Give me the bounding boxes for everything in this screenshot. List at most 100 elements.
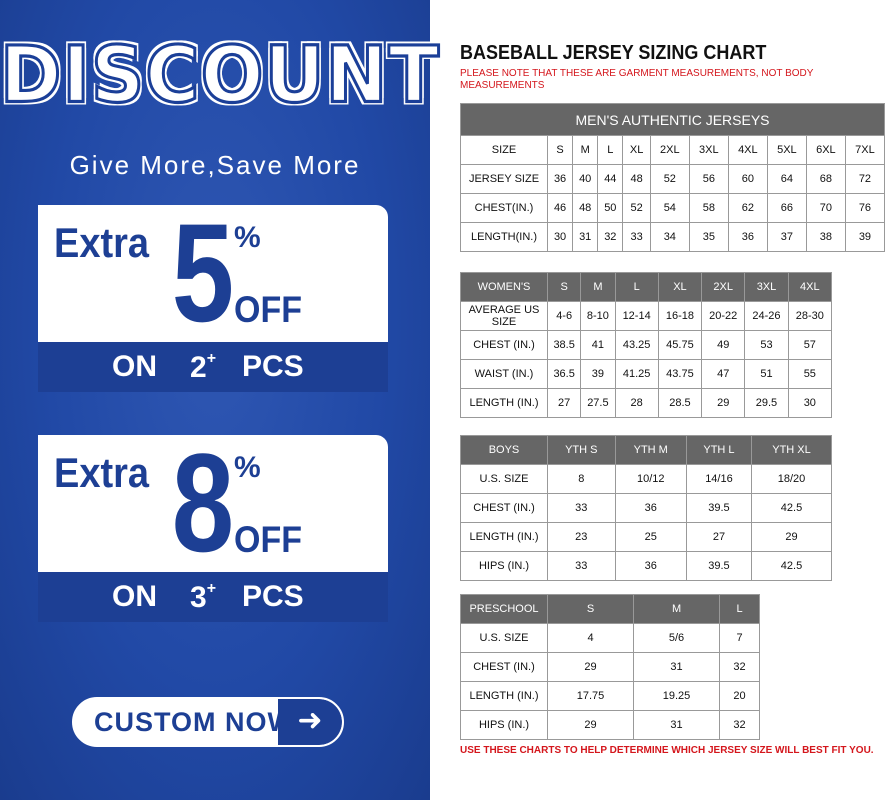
table-cell: 28-30 bbox=[787, 301, 833, 331]
table-cell: 43.25 bbox=[614, 330, 659, 360]
size-column-header: XL bbox=[657, 272, 703, 302]
row-label: LENGTH (IN.) bbox=[460, 681, 548, 711]
table-cell: 25 bbox=[614, 522, 687, 552]
table-cell: 32 bbox=[719, 710, 760, 740]
table-cell: 36 bbox=[546, 164, 574, 194]
table-cell: 29 bbox=[546, 710, 635, 740]
promo-tagline: Give More,Save More bbox=[69, 150, 361, 180]
offer-off: OFF bbox=[234, 289, 302, 331]
table-cell: 66 bbox=[766, 193, 807, 223]
size-column-header: 7XL bbox=[844, 135, 886, 165]
row-label-header: BOYS bbox=[460, 435, 548, 465]
table-row: CHEST (IN.) 29 31 32 bbox=[460, 652, 760, 682]
preschool-size-table: PRESCHOOL S M L U.S. SIZE 4 5/6 7 CHEST (IN.) 29 3… bbox=[460, 594, 760, 740]
offer-off: OFF bbox=[234, 519, 302, 561]
table-row: U.S. SIZE 4 5/6 7 bbox=[460, 623, 760, 653]
table-cell: 33 bbox=[622, 222, 651, 252]
offer-plus: + bbox=[206, 349, 217, 367]
boys-size-table: BOYS YTH S YTH M YTH L YTH XL U.S. SIZE 8 10/12… bbox=[460, 435, 832, 581]
offer-pcs: PCS bbox=[242, 350, 304, 383]
table-cell: 51 bbox=[744, 359, 789, 389]
table-cell: 49 bbox=[701, 330, 746, 360]
chart-note: PLEASE NOTE THAT THESE ARE GARMENT MEASU… bbox=[460, 68, 814, 91]
size-column-header: S bbox=[546, 272, 582, 302]
table-cell: 27.5 bbox=[580, 388, 616, 418]
table-cell: 62 bbox=[727, 193, 768, 223]
table-cell: 30 bbox=[546, 222, 574, 252]
table-cell: 33 bbox=[547, 551, 616, 581]
table-cell: 60 bbox=[727, 164, 768, 194]
womens-size-table: WOMEN'S S M L XL 2XL 3XL 4XL AVERAGE US SIZE 4-6 8… bbox=[460, 272, 833, 418]
table-cell: 41 bbox=[580, 330, 616, 360]
offer-qty-value: 3 bbox=[190, 580, 207, 614]
row-label-header: WOMEN'S bbox=[460, 272, 548, 302]
table-cell: 4-6 bbox=[546, 301, 582, 331]
table-row: CHEST (IN.) 33 36 39.5 42.5 bbox=[460, 493, 832, 523]
table-cell: 46 bbox=[546, 193, 574, 223]
table-cell: 52 bbox=[649, 164, 690, 194]
table-header-row: PRESCHOOL S M L bbox=[460, 594, 760, 624]
table-cell: 19.25 bbox=[633, 681, 721, 711]
size-column-header: 2XL bbox=[701, 272, 746, 302]
table-row: LENGTH (IN.) 17.75 19.25 20 bbox=[460, 681, 760, 711]
size-column-header: L bbox=[614, 272, 659, 302]
row-label: JERSEY SIZE bbox=[460, 164, 548, 194]
table-cell: 29 bbox=[546, 652, 635, 682]
table-cell: 36 bbox=[614, 493, 687, 523]
table-row: LENGTH (IN.) 23 25 27 29 bbox=[460, 522, 832, 552]
offer-band: ON 3+ PCS bbox=[38, 572, 388, 622]
table-cell: 47 bbox=[701, 359, 746, 389]
table-cell: 55 bbox=[787, 359, 833, 389]
row-label: AVERAGE US SIZE bbox=[460, 301, 548, 331]
table-cell: 33 bbox=[547, 493, 616, 523]
table-cell: 8 bbox=[547, 464, 616, 494]
table-caption: MEN'S AUTHENTIC JERSEYS bbox=[460, 103, 885, 136]
table-cell: 42.5 bbox=[751, 551, 832, 581]
table-cell: 14/16 bbox=[685, 464, 753, 494]
size-column-header: M bbox=[580, 272, 616, 302]
offer-extra: Extra bbox=[54, 220, 150, 268]
size-column-header: 2XL bbox=[649, 135, 690, 165]
table-cell: 28.5 bbox=[657, 388, 703, 418]
row-label: U.S. SIZE bbox=[460, 464, 548, 494]
table-cell: 42.5 bbox=[751, 493, 832, 523]
table-cell: 7 bbox=[719, 623, 760, 653]
size-column-header: 4XL bbox=[727, 135, 768, 165]
size-column-header: 3XL bbox=[744, 272, 789, 302]
table-header-row: WOMEN'S S M L XL 2XL 3XL 4XL bbox=[460, 272, 833, 302]
row-label: CHEST (IN.) bbox=[460, 652, 548, 682]
table-cell: 58 bbox=[688, 193, 729, 223]
offer-percent: 5 bbox=[171, 194, 235, 351]
row-label: HIPS (IN.) bbox=[460, 710, 548, 740]
table-cell: 68 bbox=[805, 164, 846, 194]
mens-size-table: MEN'S AUTHENTIC JERSEYS SIZE S M L XL 2XL 3XL 4X… bbox=[460, 103, 886, 252]
size-column-header: M bbox=[633, 594, 721, 624]
offer-card-5: Extra 5 % OFF ON 2+ PCS bbox=[38, 194, 388, 392]
size-column-header: YTH XL bbox=[751, 435, 832, 465]
table-cell: 38 bbox=[805, 222, 846, 252]
table-cell: 23 bbox=[547, 522, 616, 552]
table-cell: 24-26 bbox=[744, 301, 789, 331]
table-cell: 32 bbox=[597, 222, 624, 252]
table-cell: 56 bbox=[688, 164, 729, 194]
custom-now-button[interactable]: CUSTOM NOW ➜ bbox=[72, 697, 344, 747]
row-label-header: SIZE bbox=[460, 135, 548, 165]
table-cell: 29.5 bbox=[744, 388, 789, 418]
table-row: CHEST(IN.) 46 48 50 52 54 58 62 66 70 76 bbox=[460, 193, 886, 223]
table-cell: 64 bbox=[766, 164, 807, 194]
table-cell: 39.5 bbox=[685, 493, 753, 523]
table-cell: 12-14 bbox=[614, 301, 659, 331]
table-cell: 48 bbox=[572, 193, 599, 223]
size-column-header: 5XL bbox=[766, 135, 807, 165]
table-cell: 70 bbox=[805, 193, 846, 223]
table-row: CHEST (IN.) 38.5 41 43.25 45.75 49 53 57 bbox=[460, 330, 833, 360]
table-cell: 35 bbox=[688, 222, 729, 252]
size-column-header: 3XL bbox=[688, 135, 729, 165]
offer-qty-value: 2 bbox=[190, 350, 207, 384]
table-cell: 39 bbox=[580, 359, 616, 389]
size-column-header: YTH L bbox=[685, 435, 753, 465]
table-cell: 30 bbox=[787, 388, 833, 418]
size-column-header: L bbox=[719, 594, 760, 624]
table-row: JERSEY SIZE 36 40 44 48 52 56 60 64 68 72 bbox=[460, 164, 886, 194]
table-cell: 57 bbox=[787, 330, 833, 360]
